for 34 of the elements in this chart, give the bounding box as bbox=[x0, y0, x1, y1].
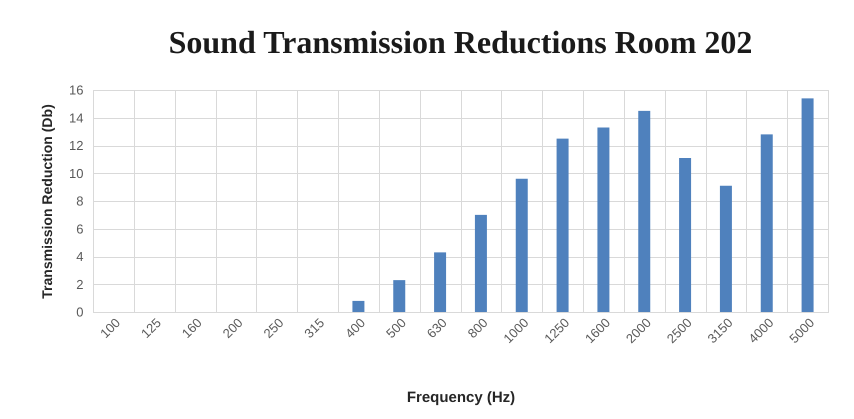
x-tick-label: 200 bbox=[220, 315, 246, 342]
x-axis-title: Frequency (Hz) bbox=[406, 389, 516, 406]
x-tick-label: 500 bbox=[382, 315, 409, 342]
bar bbox=[802, 98, 814, 312]
y-tick-label: 10 bbox=[69, 166, 84, 181]
y-tick-label: 2 bbox=[76, 276, 84, 292]
y-tick-label: 8 bbox=[76, 194, 84, 208]
bar bbox=[760, 134, 773, 312]
x-tick-label: 400 bbox=[342, 315, 368, 342]
x-tick-label: 315 bbox=[301, 315, 328, 342]
y-axis-title: Transmission Reduction (Db) bbox=[39, 104, 56, 299]
bar bbox=[720, 186, 732, 312]
chart-title: Sound Transmission Reductions Room 202 bbox=[168, 24, 752, 60]
y-tick-label: 14 bbox=[69, 110, 84, 126]
y-tick-label: 0 bbox=[76, 304, 84, 320]
x-tick-label: 800 bbox=[464, 315, 491, 342]
bar bbox=[556, 138, 569, 312]
x-tick-label: 630 bbox=[424, 315, 450, 342]
bar bbox=[474, 214, 487, 312]
bar bbox=[638, 110, 650, 312]
bar bbox=[679, 158, 692, 312]
y-tick-label: 4 bbox=[76, 249, 84, 264]
y-tick-label: 6 bbox=[76, 221, 84, 236]
bar bbox=[434, 252, 446, 312]
y-tick-label: 16 bbox=[69, 82, 84, 98]
x-tick-label: 160 bbox=[178, 315, 205, 342]
bar bbox=[516, 178, 528, 312]
bar bbox=[597, 127, 610, 312]
x-tick-label: 100 bbox=[97, 315, 124, 342]
bar bbox=[352, 300, 364, 312]
y-tick-label: 12 bbox=[69, 138, 84, 153]
x-tick-label: 125 bbox=[138, 315, 164, 342]
x-tick-label: 250 bbox=[260, 315, 286, 342]
bar bbox=[393, 280, 406, 312]
